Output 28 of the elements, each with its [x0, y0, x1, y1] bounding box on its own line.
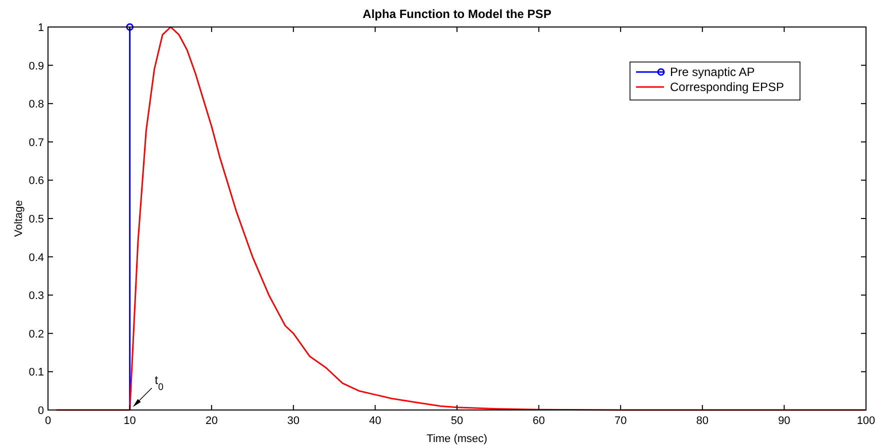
x-tick-label: 70: [614, 415, 627, 427]
x-tick-label: 10: [124, 415, 136, 427]
y-tick-label: 0: [38, 405, 44, 417]
x-tick-label: 90: [778, 415, 790, 427]
legend-label: Pre synaptic AP: [670, 65, 755, 79]
y-tick-label: 0.2: [28, 328, 44, 340]
line-series: [55, 26, 867, 411]
y-tick-label: 0.1: [28, 366, 44, 379]
x-tick-label: 60: [532, 415, 545, 427]
y-tick-label: 0.9: [28, 60, 44, 72]
y-tick-label: 0.5: [28, 214, 44, 226]
x-tick-label: 80: [696, 415, 709, 427]
y-tick-label: 0.8: [28, 98, 44, 111]
x-axis-title: Time (msec): [426, 433, 488, 445]
x-tick-label: 30: [287, 415, 300, 427]
x-tick-label: 20: [205, 415, 218, 427]
y-axis-title: Voltage: [13, 200, 25, 237]
chart-title: Alpha Function to Model the PSP: [362, 7, 552, 21]
y-tick-label: 1: [38, 22, 44, 34]
y-tick-label: 0.6: [28, 175, 44, 188]
y-tick-label: 0.3: [28, 290, 44, 302]
x-tick-label: 100: [856, 415, 876, 427]
y-tick-label: 0.4: [28, 252, 44, 264]
annotation: t$_{0}$: [154, 373, 164, 392]
x-tick-label: 40: [369, 415, 382, 427]
legend-label: Corresponding EPSP: [670, 80, 784, 94]
y-tick-label: 0.7: [28, 136, 44, 149]
x-tick-label: 50: [450, 415, 464, 427]
